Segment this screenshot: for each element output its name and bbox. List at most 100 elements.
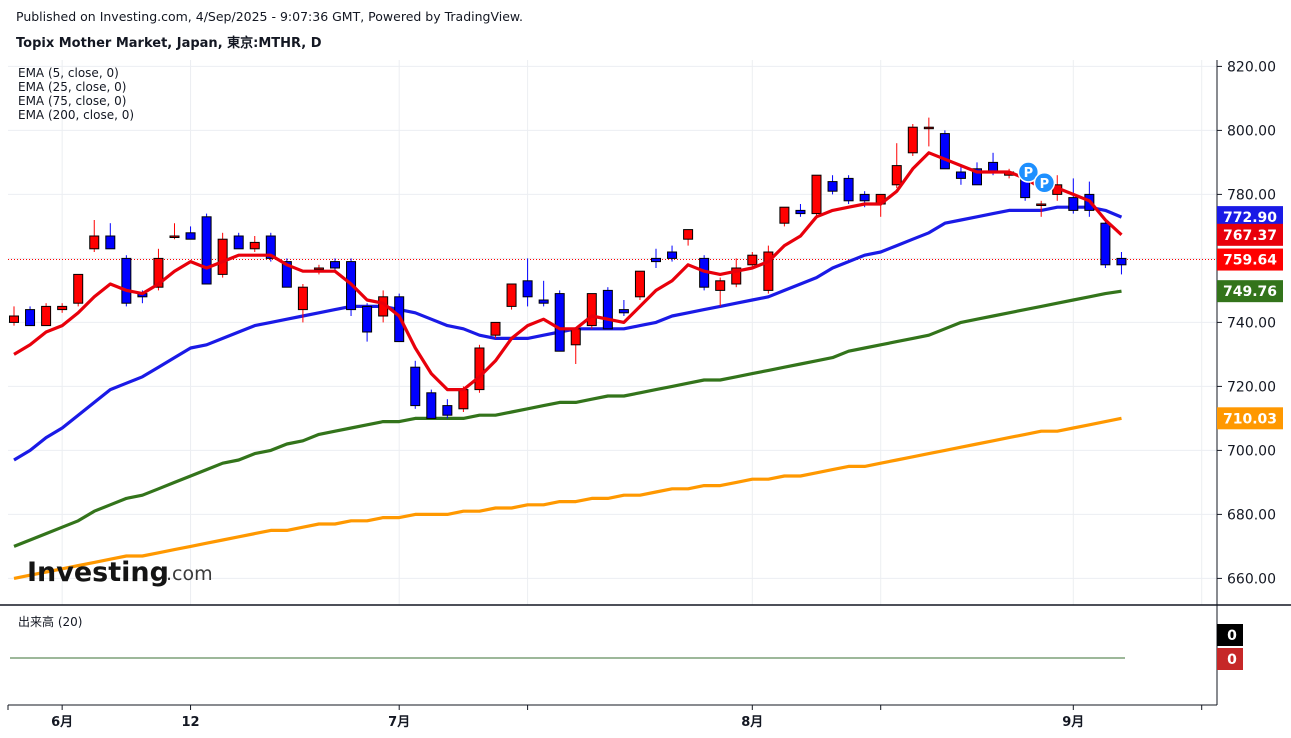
ema-25-line — [13, 205, 1123, 462]
candle-up — [683, 229, 694, 246]
candle-up — [474, 344, 485, 393]
candle-down — [843, 175, 854, 204]
candle-down — [233, 232, 244, 250]
candle-down — [651, 248, 661, 268]
badge-text: 759.64 — [1223, 253, 1277, 269]
p-marker-circle — [1033, 172, 1056, 194]
ema-75-layer — [13, 289, 1122, 548]
candle-down — [538, 280, 549, 307]
candle-body — [217, 238, 228, 275]
published-caption: Published on Investing.com, 4/Sep/2025 -… — [16, 9, 523, 24]
badge-text: 0 — [1227, 652, 1237, 668]
legend-ema75: EMA (75, close, 0) — [18, 94, 126, 108]
candle-up — [1036, 200, 1047, 217]
candle-body — [634, 270, 645, 298]
candle-up — [89, 220, 100, 252]
ema-75-line — [13, 289, 1122, 548]
candle-body — [281, 261, 292, 288]
candle-body — [73, 273, 84, 304]
x-tick-label: 9月 — [1062, 715, 1084, 730]
candle-body — [923, 126, 934, 130]
candle-up — [715, 277, 726, 307]
candle-up — [763, 245, 774, 294]
candle-body — [763, 251, 774, 291]
candle-body — [249, 241, 260, 250]
candle-down — [667, 245, 678, 262]
y-tick-label: 700.00 — [1227, 443, 1276, 459]
y-tick-label: 660.00 — [1227, 571, 1276, 587]
candle-body — [506, 283, 517, 307]
candle-down — [426, 389, 437, 419]
candle-down — [410, 360, 421, 409]
candle-body — [747, 254, 758, 266]
candle-down — [362, 303, 373, 342]
candle-body — [602, 289, 613, 330]
candle-body — [362, 305, 373, 333]
logo-suffix: .com — [166, 563, 213, 585]
candle-body — [586, 293, 597, 327]
candle-body — [618, 309, 629, 314]
p-marker: P — [1017, 161, 1040, 183]
x-tick-label: 7月 — [388, 715, 410, 730]
y-tick-label: 720.00 — [1227, 379, 1276, 395]
x-tick-label: 6月 — [51, 715, 73, 730]
candle-up — [747, 252, 758, 268]
candle-up — [891, 143, 902, 188]
investing-logo: Investing .com — [27, 557, 213, 588]
candle-down — [121, 255, 132, 307]
candle-up — [313, 264, 324, 275]
candle-up — [907, 124, 918, 156]
candle-body — [25, 309, 36, 327]
markers-layer: PP — [1017, 161, 1056, 194]
candle-body — [715, 280, 726, 291]
candle-body — [1036, 203, 1047, 206]
chart-legend: EMA (5, close, 0) EMA (25, close, 0) EMA… — [18, 66, 134, 122]
candle-up — [923, 117, 934, 147]
badge-bg — [1217, 624, 1243, 646]
candle-body — [907, 126, 918, 154]
badge-bg — [1217, 648, 1243, 670]
candle-body — [972, 168, 982, 186]
candle-body — [683, 229, 694, 240]
last-close-badge: 759.64 — [1217, 248, 1283, 271]
badge-bg — [1217, 407, 1283, 430]
p-marker-label: P — [1024, 166, 1034, 181]
candles-layer — [9, 117, 1127, 419]
ema75-value-badge: 749.76 — [1217, 280, 1283, 303]
badge-text: 772.90 — [1223, 210, 1277, 226]
candle-body — [939, 133, 950, 170]
candle-body — [554, 293, 565, 352]
candle-down — [602, 287, 613, 330]
volume-value-badge: 0 — [1217, 648, 1243, 670]
ema25-value-badge: 772.90 — [1217, 206, 1283, 229]
candle-body — [9, 315, 19, 323]
badge-bg — [1217, 206, 1283, 229]
candle-down — [185, 226, 196, 240]
candle-up — [570, 328, 581, 364]
candle-body — [490, 321, 501, 336]
candle-body — [458, 389, 469, 410]
candle-body — [859, 193, 870, 202]
candle-down — [442, 399, 453, 419]
candle-down — [201, 213, 212, 285]
candle-up — [811, 174, 822, 217]
ema200-value-badge: 710.03 — [1217, 407, 1283, 430]
candle-up — [41, 303, 52, 327]
volume-value-badge: 0 — [1217, 624, 1243, 646]
candle-down — [1116, 252, 1127, 275]
candle-body — [265, 235, 276, 259]
candle-body — [89, 235, 100, 250]
candle-body — [153, 257, 164, 288]
candle-body — [410, 366, 421, 407]
candle-down — [1100, 220, 1111, 268]
candle-up — [73, 273, 84, 307]
legend-ema200: EMA (200, close, 0) — [18, 108, 134, 122]
candle-body — [169, 235, 180, 238]
candle-body — [201, 216, 212, 285]
candle-body — [121, 257, 132, 304]
badge-text: 0 — [1227, 628, 1237, 644]
candle-body — [474, 347, 485, 391]
candle-down — [955, 165, 966, 185]
candle-body — [57, 305, 68, 311]
